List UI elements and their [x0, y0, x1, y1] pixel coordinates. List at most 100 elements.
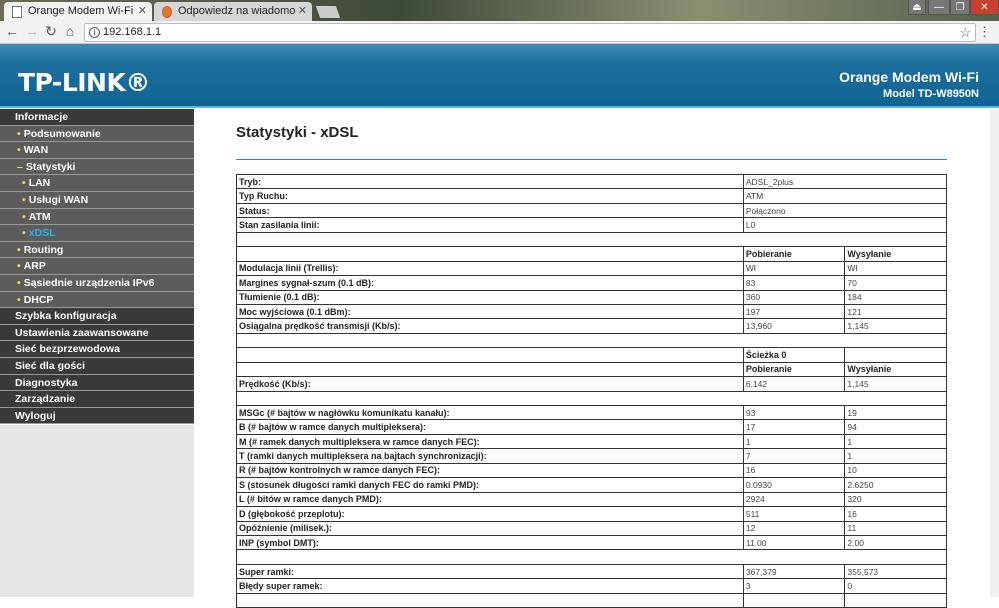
table-row: Margines sygnał-szum (0.1 dB): 83 70	[236, 275, 947, 291]
close-window-button[interactable]: ✕	[970, 0, 999, 15]
row-value: Wysyłanie	[844, 246, 947, 262]
bullet-icon: •	[17, 243, 21, 256]
row-value: 1	[844, 448, 947, 464]
row-value: 355,573	[844, 563, 947, 580]
row-label: Tłumienie (0.1 dB):	[236, 289, 744, 305]
bullet-icon: –	[17, 160, 23, 173]
user-icon[interactable]: ⏏	[908, 0, 926, 15]
sidebar-item-label: Diagnostyka	[15, 376, 78, 389]
table-row: Osiągalna prędkość transmisji (Kb/s): 13,…	[236, 318, 947, 334]
row-value: 121	[844, 303, 947, 320]
restore-button[interactable]: ❐	[950, 0, 970, 15]
row-value	[742, 592, 846, 608]
tab-odpowiedz[interactable]: Odpowiedz na wiadomo ✕	[154, 2, 312, 21]
menu-icon[interactable]: ⋮	[978, 24, 991, 39]
sidebar-item-sąsiednie-urządzenia-ipv6[interactable]: • Sąsiednie urządzenia IPv6	[0, 274, 194, 292]
tab-title: Orange Modem Wi-Fi	[28, 5, 134, 17]
row-label	[236, 361, 744, 378]
table-row: R (# bajtów kontrolnych w ramce danych F…	[236, 462, 947, 479]
table-row	[236, 592, 947, 608]
bullet-icon: •	[22, 210, 26, 223]
row-label: Osiągalna prędkość transmisji (Kb/s):	[236, 318, 744, 334]
row-value: Ścieżka 0	[742, 347, 846, 363]
sidebar-item-usługi-wan[interactable]: • Usługi WAN	[0, 191, 194, 209]
row-value: 0.0930	[742, 477, 846, 493]
table-row: T (ramki danych multipleksera na bajtach…	[236, 448, 947, 464]
row-value: Wł	[844, 260, 947, 277]
home-icon[interactable]: ⌂	[65, 23, 75, 39]
row-value	[844, 347, 947, 363]
table-row	[236, 390, 947, 407]
table-row: D (głębokość przeplotu): 511 16	[236, 506, 947, 522]
table-row: M (# ramek danych multipleksera w ramce …	[236, 433, 947, 450]
row-value: 16	[844, 506, 947, 522]
bullet-icon: •	[17, 293, 21, 306]
table-row: Pobieranie Wysyłanie	[236, 246, 947, 262]
sidebar-item-ustawienia-zaawansowane[interactable]: Ustawienia zaawansowane	[0, 324, 194, 342]
close-tab-icon[interactable]: ✕	[137, 5, 147, 17]
row-value: 1	[742, 433, 846, 450]
sidebar-item-diagnostyka[interactable]: Diagnostyka	[0, 374, 194, 392]
table-row: B (# bajtów w ramce danych multipleksera…	[236, 419, 947, 435]
sidebar-item-statystyki[interactable]: – Statystyki	[0, 158, 194, 176]
close-tab-icon[interactable]: ✕	[297, 5, 307, 17]
address-bar[interactable]: i 192.168.1.1 ☆	[84, 23, 976, 42]
table-row: Ścieżka 0	[236, 347, 947, 363]
sidebar-item-atm[interactable]: • ATM	[0, 208, 194, 226]
sidebar-item-arp[interactable]: • ARP	[0, 258, 194, 275]
row-label: B (# bajtów w ramce danych multipleksera…	[236, 419, 744, 435]
row-value: 70	[844, 275, 947, 291]
table-row: S (stosunek długości ramki danych FEC do…	[236, 477, 947, 493]
sidebar-item-wan[interactable]: • WAN	[0, 142, 194, 159]
row-label: Status:	[236, 202, 744, 219]
sidebar-item-label: Zarządzanie	[15, 393, 76, 406]
row-value: Wysyłanie	[844, 361, 947, 378]
row-label: Typ Ruchu:	[236, 188, 744, 204]
sidebar-item-lan[interactable]: • LAN	[0, 175, 194, 192]
bullet-icon: •	[22, 193, 26, 206]
new-tab-button[interactable]	[315, 6, 341, 18]
table-row: Prędkość (Kb/s): 6,142 1,145	[236, 376, 947, 392]
row-value	[236, 549, 947, 565]
sidebar-item-dhcp[interactable]: • DHCP	[0, 291, 194, 309]
forward-icon[interactable]: →	[25, 23, 39, 39]
table-row: L (# bitów w ramce danych PMD): 2924 320	[236, 491, 947, 508]
row-value	[236, 332, 947, 349]
row-value: 320	[844, 491, 947, 508]
row-value: 184	[844, 289, 947, 305]
divider	[236, 159, 947, 160]
minimize-button[interactable]: —	[928, 0, 950, 15]
sidebar-item-zarządzanie[interactable]: Zarządzanie	[0, 391, 194, 408]
sidebar-item-label: DHCP	[23, 293, 54, 306]
table-row: INP (symbol DMT): 11.00 2.00	[236, 534, 947, 551]
sidebar-item-xdsl[interactable]: • xDSL	[0, 225, 194, 242]
browser-tab-bar: Orange Modem Wi-Fi ✕ Odpowiedz na wiadom…	[0, 0, 999, 21]
table-row: Tryb: ADSL_2plus	[236, 173, 948, 190]
sidebar-item-routing[interactable]: • Routing	[0, 241, 194, 259]
sidebar-item-podsumowanie[interactable]: • Podsumowanie	[0, 125, 194, 143]
row-label: Modulacja linii (Trellis):	[236, 260, 744, 277]
row-value: 0	[844, 578, 947, 594]
sidebar-item-wyloguj[interactable]: Wyloguj	[0, 407, 194, 425]
row-value: 367,379	[742, 563, 846, 580]
table-row: Typ Ruchu: ATM	[236, 188, 948, 204]
xdsl-stats-table: Tryb: ADSL_2plus Typ Ruchu: ATM Status: Połąc…	[236, 173, 948, 608]
reload-icon[interactable]: ↻	[45, 23, 57, 39]
scrollbar[interactable]	[990, 109, 999, 597]
sidebar-item-sieć-dla-gości[interactable]: Sieć dla gości	[0, 357, 194, 375]
sidebar-item-sieć-bezprzewodowa[interactable]: Sieć bezprzewodowa	[0, 341, 194, 358]
info-icon[interactable]: i	[89, 27, 100, 38]
sidebar-item-label: ARP	[23, 260, 46, 273]
sidebar-item-informacje[interactable]: Informacje	[0, 109, 194, 126]
tab-orange-modem[interactable]: Orange Modem Wi-Fi ✕	[4, 2, 152, 21]
back-icon[interactable]: ←	[5, 23, 19, 39]
row-value: Pobieranie	[742, 361, 846, 378]
table-row: Modulacja linii (Trellis): Wł Wł	[236, 260, 947, 277]
bookmark-star-icon[interactable]: ☆	[959, 25, 971, 40]
table-row	[236, 332, 947, 349]
page-title: Statystyki - xDSL	[236, 124, 359, 141]
row-label: L (# bitów w ramce danych PMD):	[236, 491, 744, 508]
sidebar-item-szybka-konfiguracja[interactable]: Szybka konfiguracja	[0, 308, 194, 325]
router-header: TP-LINK® Orange Modem Wi-Fi Model TD-W89…	[0, 44, 999, 108]
table-row: Tłumienie (0.1 dB): 360 184	[236, 289, 947, 305]
